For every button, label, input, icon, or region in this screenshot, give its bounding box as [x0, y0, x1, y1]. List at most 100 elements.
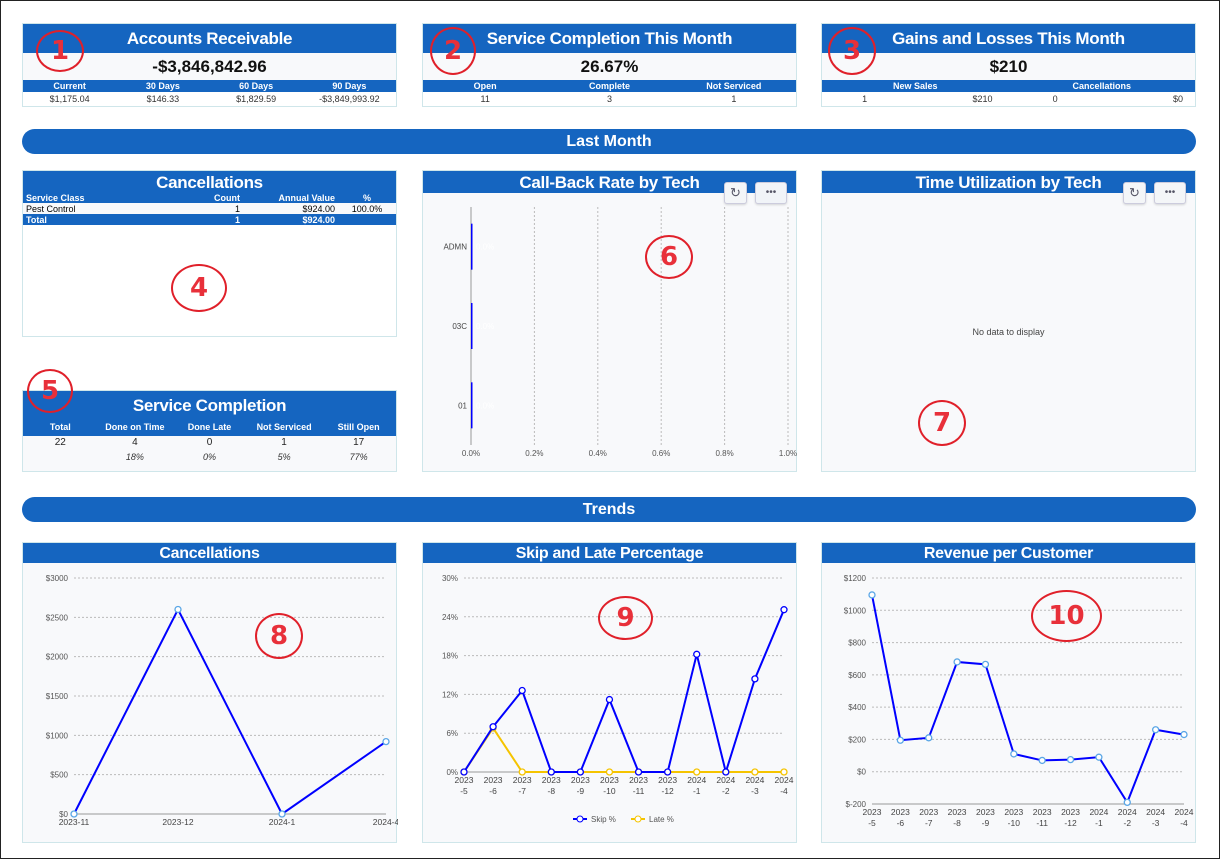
more-options-button[interactable]: •••	[1154, 182, 1186, 204]
x-tick-label: -8	[547, 786, 555, 796]
cell: 18%	[125, 452, 144, 462]
y-tick-label: $3000	[46, 574, 69, 583]
x-tick-label: 2023	[629, 775, 648, 785]
y-tick-label: $200	[848, 735, 866, 744]
refresh-icon: ↻	[730, 185, 741, 200]
col-header: New Sales	[892, 81, 938, 91]
x-tick-label: 2023	[455, 775, 474, 785]
x-tick-label: 0.2%	[525, 449, 543, 458]
more-options-button[interactable]: •••	[755, 182, 787, 204]
empty-state: No data to display	[972, 327, 1045, 337]
series-line	[73, 607, 387, 816]
x-tick-label: 2023	[891, 807, 910, 817]
annotation-marker: 7	[918, 400, 966, 446]
bar	[471, 223, 473, 270]
data-point	[460, 768, 468, 776]
cell: -$3,849,993.92	[319, 94, 380, 104]
series-line	[463, 609, 785, 776]
panel-title: Accounts Receivable	[23, 24, 396, 53]
ar-header: Current 30 Days 60 Days 90 Days	[23, 80, 396, 92]
x-tick-label: 2024	[687, 775, 706, 785]
y-tick-label: $-200	[846, 800, 867, 809]
x-tick-label: 2024-4	[373, 817, 398, 827]
col-header: Done on Time	[105, 422, 165, 432]
data-point	[634, 768, 643, 776]
col-header: Not Serviced	[706, 81, 762, 91]
data-label: 0.0%	[476, 243, 494, 252]
data-point	[751, 675, 759, 683]
data-point	[663, 768, 672, 776]
col-header: Total	[49, 422, 71, 432]
gains-values: 1 $210 0 $0	[822, 92, 1195, 106]
cell: 1	[731, 94, 737, 104]
x-tick-label: -5	[868, 818, 876, 828]
accounts-receivable-panel: Accounts Receivable -$3,846,842.96 Curre…	[22, 23, 397, 107]
x-tick-label: -9	[982, 818, 990, 828]
y-tick-label: $400	[848, 703, 866, 712]
data-point	[868, 591, 876, 599]
panel-title: Cancellations	[23, 171, 396, 192]
annotation-marker: 4	[171, 264, 227, 312]
cell: $1,175.04	[49, 94, 90, 104]
x-tick-label: -11	[1036, 818, 1048, 828]
cell: 1	[234, 214, 240, 225]
legend-label: Late %	[649, 815, 674, 824]
cell: 0	[1052, 94, 1058, 104]
revenue-line-chart: $-200$0$200$400$600$800$1000$12002023-52…	[844, 574, 1194, 828]
data-point	[518, 686, 526, 695]
x-tick-label: -7	[925, 818, 933, 828]
x-tick-label: 1.0%	[779, 449, 797, 458]
refresh-button[interactable]: ↻	[1123, 182, 1146, 204]
cell: 1	[234, 203, 240, 214]
callback-bar-chart: 0.0% 0.2% 0.4% 0.6% 0.8% 1.0% ADMN 0.0% 03C 0.0% 0…	[443, 207, 797, 458]
x-tick-label: 0.4%	[589, 449, 607, 458]
x-tick-label: 2023	[600, 775, 619, 785]
data-point	[382, 737, 390, 746]
service-completion-panel: Service Completion Total Done on Time Done…	[22, 390, 397, 472]
legend-marker	[576, 815, 584, 823]
annotation-marker: 8	[255, 613, 303, 659]
refresh-button[interactable]: ↻	[724, 182, 747, 204]
data-label: 0.0%	[476, 322, 494, 331]
trend-revenue-panel: Revenue per Customer $-200 $0 $200 $400 $600…	[821, 542, 1196, 843]
refresh-icon: ↻	[1129, 185, 1140, 200]
col-header: %	[362, 192, 371, 203]
x-tick-label: 2024	[716, 775, 735, 785]
x-tick-label: -6	[489, 786, 497, 796]
data-point	[925, 734, 933, 742]
x-tick-label: -12	[661, 786, 674, 796]
y-tick-label: $1000	[844, 606, 867, 615]
annotation-marker: 2	[430, 27, 476, 75]
x-tick-label: 0.8%	[715, 449, 733, 458]
col-header: Still Open	[337, 422, 380, 432]
x-tick-label: -10	[1008, 818, 1021, 828]
ar-values: $1,175.04 $146.33 $1,829.59 -$3,849,993.92	[23, 92, 396, 106]
panel-title: Cancellations	[23, 543, 396, 563]
annotation-marker: 1	[36, 30, 84, 72]
total-row: Total 1 $924.00	[23, 214, 396, 225]
panel-title: Skip and Late Percentage	[423, 543, 796, 563]
y-tick-label: 18%	[442, 652, 458, 661]
y-tick-label: $1200	[844, 574, 867, 583]
completion-total: 26.67%	[423, 53, 796, 80]
x-tick-label: -6	[897, 818, 905, 828]
x-tick-label: 2023	[948, 807, 967, 817]
panel-title: Call-Back Rate by Tech	[423, 171, 796, 193]
service-completion-month-panel: Service Completion This Month 26.67% Ope…	[422, 23, 797, 107]
data-point	[780, 768, 788, 776]
annotation-marker: 6	[645, 235, 693, 279]
col-header: Current	[53, 81, 86, 91]
panel-title: Revenue per Customer	[822, 543, 1195, 563]
data-point	[70, 810, 78, 818]
x-tick-label: 2023	[571, 775, 590, 785]
category-label: 01	[458, 401, 467, 410]
category-label: 03C	[452, 322, 467, 331]
cell: 0%	[202, 452, 216, 462]
data-point	[1066, 755, 1075, 764]
skip-late-line-chart: 0%6%12%18%24%30%2023-52023-62023-72023-8…	[442, 574, 794, 824]
x-tick-label: 2023	[976, 807, 995, 817]
y-tick-label: 12%	[442, 690, 458, 699]
gains-header: New Sales Cancellations	[822, 80, 1195, 92]
x-tick-label: 2024-1	[269, 817, 296, 827]
data-point	[693, 650, 701, 658]
